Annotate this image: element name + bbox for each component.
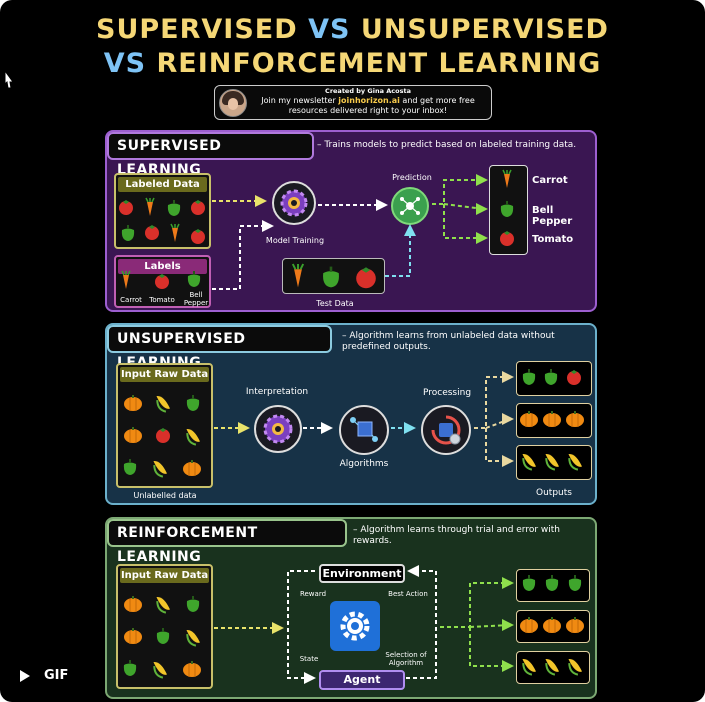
- output-bell-pepper-label: Bell Pepper: [532, 205, 573, 227]
- arrow-processing-to-outputs: [474, 376, 511, 462]
- unsupervised-input-title: Input Raw Data: [120, 367, 209, 382]
- gear-icon: [263, 414, 293, 444]
- model-training-node: [272, 181, 316, 225]
- reinforcement-input-title: Input Raw Data: [120, 568, 209, 583]
- test-data-icons: [291, 263, 376, 289]
- play-icon[interactable]: [20, 669, 30, 682]
- interpretation-node: [254, 405, 302, 453]
- best-action-label: Best Action: [388, 590, 428, 598]
- labeled-data-grid: [119, 197, 205, 244]
- arrow-test-to-prediction: [385, 224, 416, 277]
- credit-text-post: and get more free: [399, 96, 475, 105]
- label-tomato: Tomato: [149, 296, 175, 304]
- credit-text: Join my newsletter joinhorizon.ai and ge…: [249, 96, 487, 116]
- label-carrot: Carrot: [120, 296, 142, 304]
- test-data-label: Test Data: [316, 299, 354, 308]
- title-word: VS: [103, 48, 147, 79]
- arrow-environment-to-agent: [287, 570, 316, 684]
- unsupervised-input-grid: [123, 392, 202, 480]
- agent-settings-box: [330, 601, 380, 651]
- gif-label: GIF: [44, 668, 69, 683]
- reinforcement-description: – Algorithm learns through trial and err…: [353, 525, 561, 546]
- reinforcement-input-grid: [123, 593, 202, 681]
- credit-text-pre: Join my newsletter: [261, 96, 339, 105]
- processing-node: [421, 405, 471, 455]
- labels-icons: [121, 270, 201, 290]
- label-bell-pepper: Bell Pepper: [183, 291, 209, 307]
- unsupervised-description: – Algorithm learns from unlabeled data w…: [342, 331, 555, 352]
- processing-label: Processing: [422, 388, 472, 398]
- settings-icon: [340, 611, 370, 641]
- cube-icon: [350, 417, 378, 442]
- gif-badge[interactable]: GIF: [20, 668, 68, 683]
- arrow-labels-to-training: [212, 220, 274, 290]
- reward-label: Reward: [299, 590, 327, 598]
- reinforcement-output-icons: [519, 575, 585, 678]
- output-tomato-label: Tomato: [532, 234, 574, 245]
- selection-label: Selection of Algorithm: [385, 651, 427, 667]
- credit-text-line2: resources delivered right to your inbox!: [288, 106, 448, 115]
- arrow-agent-to-environment: [406, 565, 437, 679]
- labels-title: Labels: [118, 259, 207, 274]
- title-word: VS: [308, 14, 351, 45]
- prediction-output-icons: [500, 169, 514, 246]
- output-carrot-label: Carrot: [532, 175, 568, 186]
- cursor-icon: [4, 70, 14, 89]
- interpretation-label: Interpretation: [245, 387, 309, 397]
- arrow-prediction-to-outputs: [432, 179, 485, 239]
- unlabelled-data-label: Unlabelled data: [133, 491, 197, 500]
- agent-node: Agent: [319, 670, 405, 690]
- newsletter-link[interactable]: joinhorizon.ai: [338, 96, 400, 105]
- state-label: State: [299, 655, 319, 663]
- title-word: REINFORCEMENT LEARNING: [156, 48, 602, 79]
- reinforcement-heading: REINFORCEMENT LEARNING: [107, 519, 347, 565]
- network-icon: [400, 197, 420, 215]
- prediction-label: Prediction: [392, 173, 432, 182]
- avatar: [219, 89, 247, 117]
- gear-icon: [280, 189, 308, 217]
- title-line-1: SUPERVISED VS UNSUPERVISED: [0, 14, 705, 45]
- supervised-description: – Trains models to predict based on labe…: [317, 140, 577, 150]
- cycle-gear-icon: [431, 415, 461, 445]
- environment-node: Environment: [319, 564, 405, 583]
- algorithms-node: [339, 405, 389, 455]
- newsletter-banner[interactable]: Created by Gina Acosta Join my newslette…: [214, 85, 492, 120]
- model-training-label: Model Training: [265, 236, 325, 245]
- unsupervised-output-icons: [519, 369, 585, 473]
- labeled-data-title: Labeled Data: [118, 177, 207, 192]
- outputs-label: Outputs: [536, 488, 572, 498]
- title-word: UNSUPERVISED: [360, 14, 609, 45]
- title-line-2: VS REINFORCEMENT LEARNING: [0, 48, 705, 79]
- credit-author: Created by Gina Acosta: [325, 87, 411, 95]
- title-word: SUPERVISED: [96, 14, 298, 45]
- arrow-agent-to-outputs: [440, 582, 511, 667]
- algorithms-label: Algorithms: [339, 459, 389, 469]
